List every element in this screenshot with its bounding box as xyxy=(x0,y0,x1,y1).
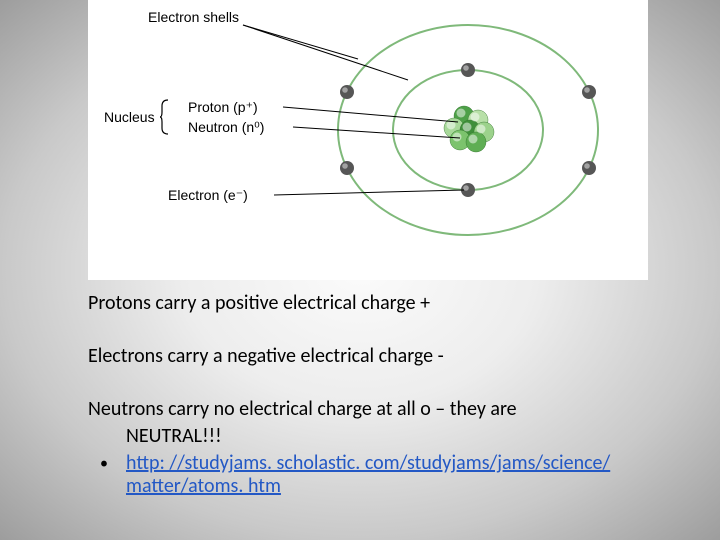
bullet-icon: • xyxy=(100,452,126,476)
link-text-wrap: http: //studyjams. scholastic. com/study… xyxy=(126,452,610,498)
label-nucleus: Nucleus xyxy=(104,109,155,125)
label-electron: Electron (e⁻) xyxy=(168,187,248,203)
label-proton: Proton (p⁺) xyxy=(188,99,258,115)
slide-text: Protons carry a positive electrical char… xyxy=(88,292,680,498)
protons-line: Protons carry a positive electrical char… xyxy=(88,292,680,315)
atom-diagram: Electron shells Nucleus Proton (p⁺) Neut… xyxy=(88,0,648,280)
atom-svg: Electron shells Nucleus Proton (p⁺) Neut… xyxy=(88,0,648,280)
label-neutron: Neutron (n⁰) xyxy=(188,119,264,135)
studyjams-link-cont[interactable]: matter/atoms. htm xyxy=(126,474,281,498)
neutrons-line-1: Neutrons carry no electrical charge at a… xyxy=(88,398,680,421)
electrons-line: Electrons carry a negative electrical ch… xyxy=(88,345,680,368)
neutrons-line-2: NEUTRAL!!! xyxy=(88,425,680,448)
studyjams-link[interactable]: http: //studyjams. scholastic. com/study… xyxy=(126,451,610,475)
link-bullet-row: • http: //studyjams. scholastic. com/stu… xyxy=(88,452,680,498)
label-electron-shells: Electron shells xyxy=(148,9,239,25)
